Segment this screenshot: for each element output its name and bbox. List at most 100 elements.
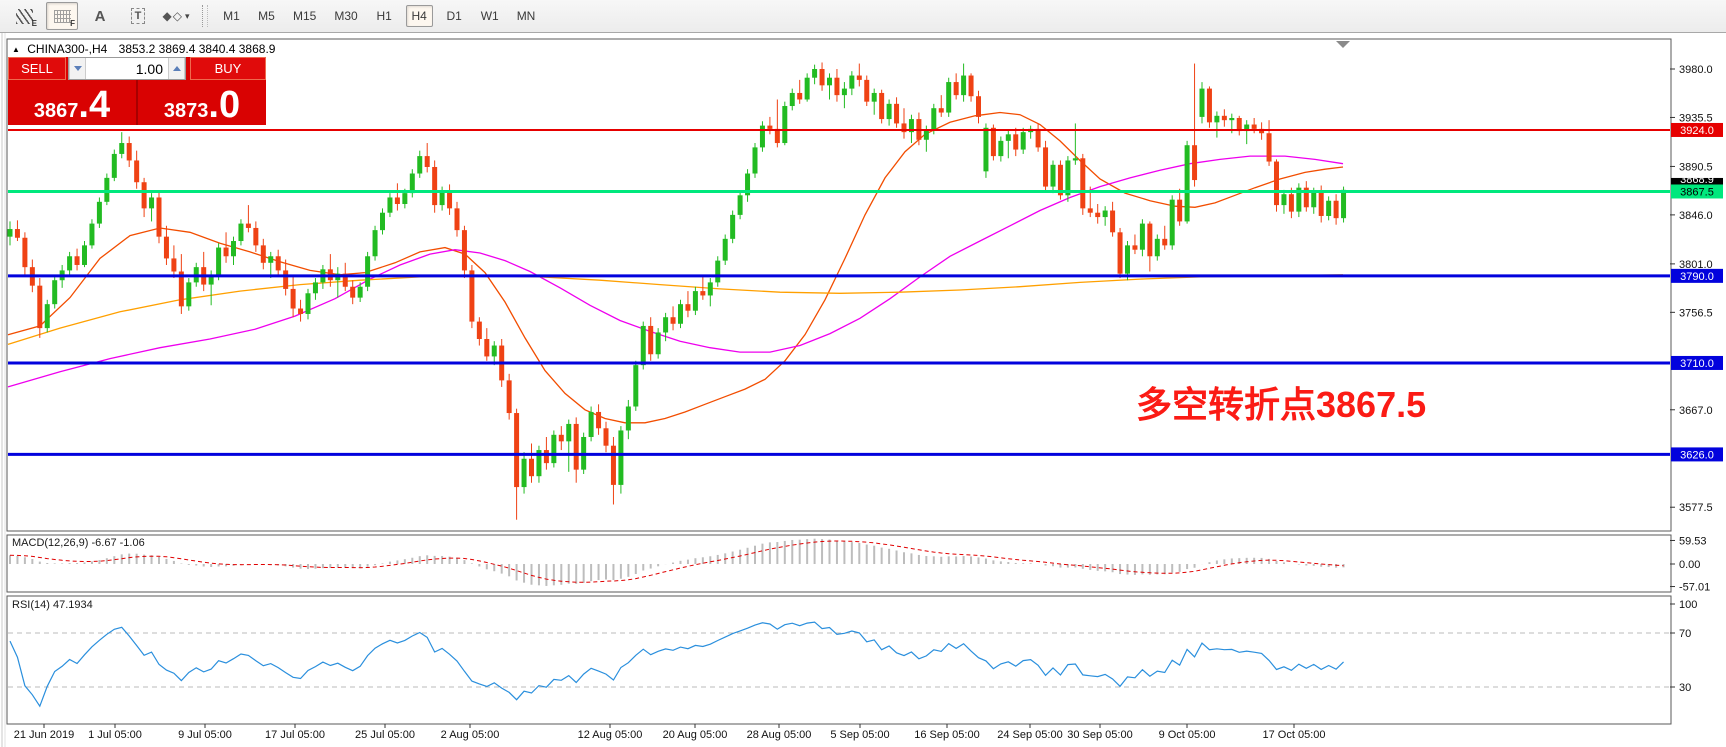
volume-input[interactable]: 1.00	[86, 58, 168, 79]
timeframe-button-m1[interactable]: M1	[218, 5, 245, 27]
candle-body	[730, 214, 736, 239]
candle-body	[417, 156, 423, 174]
time-tick-label: 24 Sep 05:00	[997, 729, 1062, 741]
sell-price-frac: .4	[78, 84, 111, 126]
candle-body	[745, 173, 751, 196]
candle-body	[37, 285, 43, 329]
candle-body	[923, 129, 929, 140]
candle-body	[394, 197, 400, 205]
candle-body	[856, 75, 862, 80]
timeframe-button-d1[interactable]: D1	[441, 5, 468, 27]
expert-advisor-icon[interactable]: E	[8, 2, 40, 30]
candle-body	[938, 108, 944, 113]
candle-body	[290, 288, 296, 309]
candle-body	[819, 69, 825, 86]
sell-button[interactable]: SELL	[8, 57, 66, 80]
volume-decrease-button[interactable]	[69, 58, 86, 79]
cycle-glyph: ◆◇	[162, 9, 183, 23]
candle-body	[1087, 208, 1093, 213]
moving-average-ma-mid	[7, 155, 1344, 388]
candle-body	[1318, 192, 1324, 216]
candle-body	[469, 270, 475, 322]
grid-toggle-icon[interactable]: F	[46, 2, 78, 30]
level-badge-text: 3790.0	[1680, 271, 1714, 283]
candle-body	[1110, 210, 1116, 233]
candle-body	[827, 77, 832, 86]
candle-body	[894, 103, 900, 124]
candle-body	[1244, 124, 1250, 132]
candle-body	[491, 345, 497, 357]
level-badge	[1671, 268, 1723, 283]
candle-body	[268, 256, 274, 263]
rsi-tick-label: 70	[1679, 628, 1691, 640]
candle-body	[1162, 238, 1168, 246]
candle-body	[946, 82, 952, 113]
candle-body	[789, 92, 795, 107]
one-click-trading-panel: SELL 1.00 BUY 3867 .4 3873 .0	[8, 57, 266, 125]
candle-body	[670, 317, 676, 324]
candle-body	[573, 423, 579, 470]
candle-body	[178, 271, 184, 307]
candle-body	[74, 256, 80, 265]
candle-body	[387, 197, 393, 213]
level-badge	[1671, 122, 1723, 137]
candle-body	[1288, 194, 1294, 212]
candle-body	[804, 77, 810, 100]
buy-button[interactable]: BUY	[190, 57, 266, 80]
timeframe-button-mn[interactable]: MN	[512, 5, 541, 27]
timeframe-button-h1[interactable]: H1	[371, 5, 398, 27]
time-tick-label: 30 Sep 05:00	[1067, 729, 1132, 741]
candle-body	[588, 411, 594, 437]
candle-body	[812, 69, 818, 78]
candle-body	[1214, 115, 1220, 123]
level-badge-text: 3626.0	[1680, 449, 1714, 461]
timeframe-button-m5[interactable]: M5	[253, 5, 280, 27]
macd-label: MACD(12,26,9)	[12, 537, 89, 549]
candle-body	[1266, 133, 1272, 162]
candle-body	[141, 182, 147, 209]
timeframe-button-m15[interactable]: M15	[288, 5, 321, 27]
candle-body	[208, 275, 214, 285]
rsi-line	[9, 621, 1344, 708]
time-tick-label: 12 Aug 05:00	[578, 729, 643, 741]
time-tick-label: 21 Jun 2019	[14, 729, 75, 741]
time-tick-label: 5 Sep 05:00	[830, 729, 889, 741]
timeframe-button-h4[interactable]: H4	[405, 5, 433, 27]
candle-body	[566, 423, 572, 442]
time-tick-label: 1 Jul 05:00	[88, 729, 142, 741]
price-tick-label: 3890.5	[1679, 161, 1713, 173]
candle-body	[1184, 145, 1190, 222]
candle-body	[424, 156, 430, 167]
candle-body	[1035, 128, 1041, 148]
time-tick-label: 9 Jul 05:00	[178, 729, 232, 741]
timeframe-button-w1[interactable]: W1	[476, 5, 504, 27]
candle-body	[1050, 164, 1056, 187]
candle-body	[409, 173, 415, 194]
candle-body	[1080, 158, 1086, 209]
buy-price[interactable]: 3873 .0	[138, 80, 266, 125]
candle-body	[603, 428, 609, 446]
candle-body	[707, 282, 713, 296]
volume-increase-button[interactable]	[168, 58, 185, 79]
text-box-icon[interactable]: T	[122, 2, 154, 30]
text-label-icon[interactable]: A	[84, 2, 116, 30]
sell-price[interactable]: 3867 .4	[8, 80, 136, 125]
collapse-arrow-icon[interactable]: ▲	[12, 45, 20, 54]
price-tick-label: 3846.0	[1679, 210, 1713, 222]
timeframe-button-m30[interactable]: M30	[329, 5, 362, 27]
candle-body	[119, 143, 125, 154]
time-tick-label: 2 Aug 05:00	[441, 729, 500, 741]
candle-body	[156, 197, 162, 237]
candle-body	[1005, 134, 1011, 141]
candle-body	[1132, 245, 1138, 250]
price-tick-label: 3756.5	[1679, 307, 1713, 319]
objects-cycle-icon[interactable]: ◆◇ ▾	[160, 2, 192, 30]
candle-body	[223, 247, 229, 257]
candle-body	[260, 245, 266, 263]
candle-body	[1057, 164, 1063, 196]
candle-body	[558, 434, 564, 442]
candle-body	[1117, 232, 1123, 274]
candle-body	[931, 108, 937, 130]
candle-body	[380, 212, 385, 231]
